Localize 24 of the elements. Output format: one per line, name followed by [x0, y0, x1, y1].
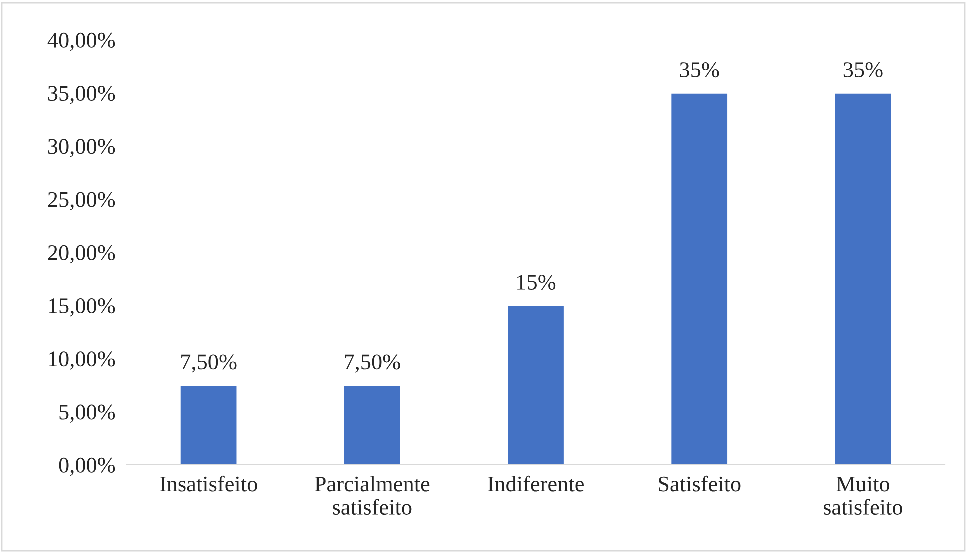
data-label: 35% [844, 62, 883, 78]
x-tick-label: Indiferente [488, 476, 584, 492]
x-tick-label: Insatisfeito [160, 476, 258, 492]
data-label: 35% [680, 62, 720, 78]
bar [179, 384, 238, 465]
data-label: 7,50% [345, 354, 400, 373]
y-tick-label: 10,00% [49, 352, 116, 370]
y-tick-label: 35,00% [48, 86, 116, 104]
x-tick-label: Satisfeito [659, 476, 741, 492]
bar [834, 92, 893, 465]
bar [670, 92, 729, 465]
x-tick-label: Muito satisfeito [824, 476, 902, 515]
y-tick-label: 25,00% [48, 192, 116, 210]
y-tick-label: 15,00% [49, 298, 116, 317]
y-tick-label: 20,00% [48, 245, 116, 264]
data-label: 7,50% [182, 354, 237, 373]
x-tick-label: Parcialmente satisfeito [315, 476, 430, 515]
y-tick-label: 5,00% [60, 404, 116, 423]
y-tick-label: 0,00% [59, 458, 116, 476]
data-label: 15% [518, 275, 556, 290]
bar [506, 304, 566, 465]
bar [343, 384, 402, 465]
y-tick-label: 30,00% [48, 139, 116, 158]
y-tick-label: 40,00% [48, 32, 116, 52]
